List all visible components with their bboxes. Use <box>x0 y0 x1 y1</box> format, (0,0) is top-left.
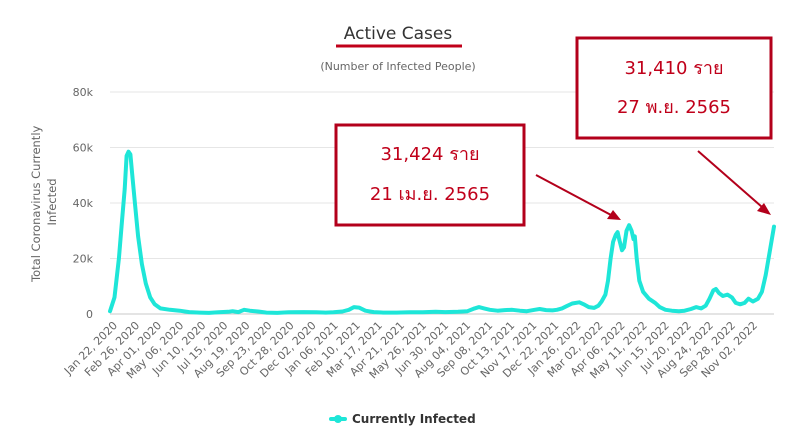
y-axis-label-line-2: Infected <box>45 178 59 225</box>
annotation-1-count: 31,424 ราย <box>380 144 479 165</box>
annotations: 31,424 ราย 21 เม.ย. 2565 31,410 ราย 27 พ… <box>334 36 773 227</box>
y-tick-label: 80k <box>73 86 94 99</box>
annotation-2-count: 31,410 ราย <box>624 58 723 79</box>
annotation-2-arrowhead <box>757 203 771 215</box>
legend[interactable]: Currently Infected <box>329 412 476 426</box>
annotation-2-arrow <box>697 150 763 208</box>
y-tick-label: 60k <box>73 142 94 155</box>
y-tick-label: 20k <box>73 253 94 266</box>
series-line-currently-infected[interactable] <box>108 149 776 315</box>
annotation-1-date: 21 เม.ย. 2565 <box>370 184 490 205</box>
chart-subtitle: (Number of Infected People) <box>320 60 475 73</box>
annotation-1-arrowhead <box>607 210 621 220</box>
y-axis-label: Total Coronavirus Currently Infected <box>29 122 59 283</box>
y-axis-label-line-1: Total Coronavirus Currently <box>29 125 43 282</box>
legend-marker <box>334 415 342 423</box>
annotation-2-date: 27 พ.ย. 2565 <box>617 97 731 118</box>
y-tick-label: 0 <box>86 308 93 321</box>
chart-title: Active Cases <box>344 24 453 44</box>
y-tick-label: 40k <box>73 197 94 210</box>
annotation-box-1 <box>334 123 526 227</box>
annotation-1-arrow <box>535 174 612 216</box>
y-tick-labels: 0 20k 40k 60k 80k <box>73 86 94 321</box>
legend-label-currently-infected[interactable]: Currently Infected <box>352 412 476 426</box>
annotation-box-2 <box>575 36 773 140</box>
